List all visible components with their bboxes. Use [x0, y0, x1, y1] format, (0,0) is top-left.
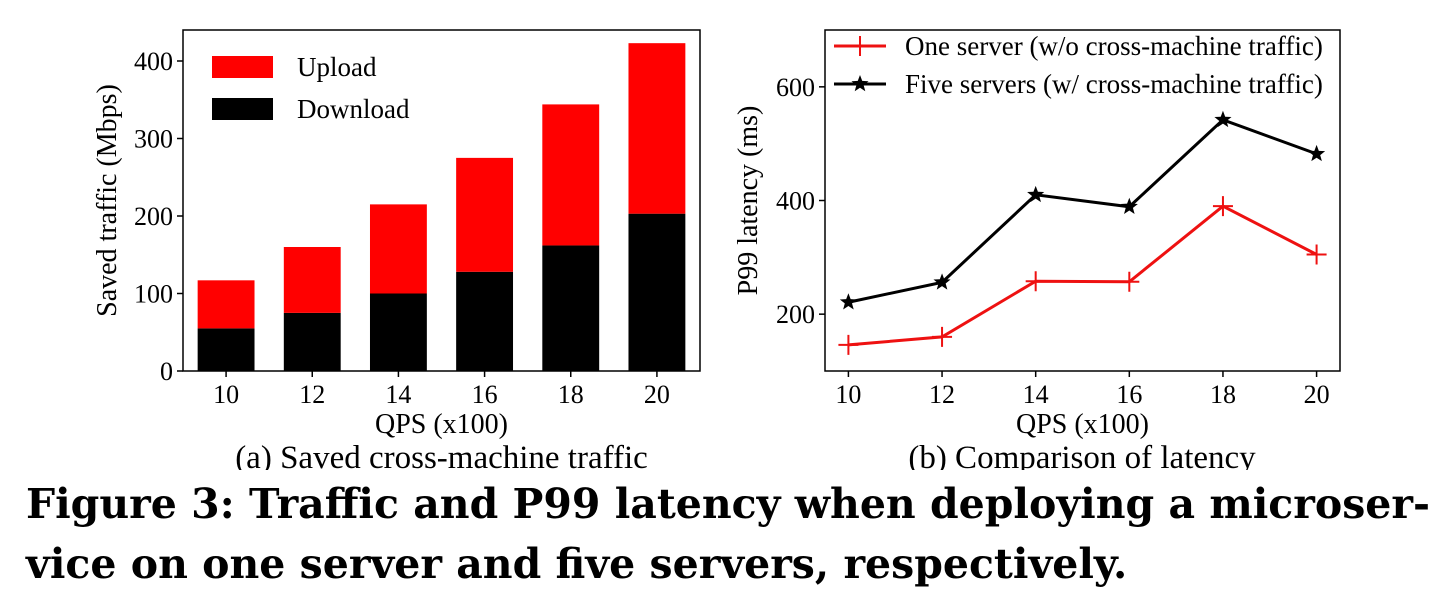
y-tick-label: 200	[776, 300, 815, 329]
legend-label-0: One server (w/o cross-machine traffic)	[905, 31, 1323, 61]
x-tick-label: 12	[929, 380, 955, 409]
point-marker-one-server	[932, 326, 953, 347]
x-tick-label: 10	[213, 380, 239, 409]
legend-swatch-upload	[212, 56, 273, 78]
x-tick-label: 20	[644, 380, 670, 409]
bar-upload-10	[197, 280, 255, 329]
subcaption-a: (a) Saved cross-machine traffic	[235, 440, 648, 470]
legend-label-download: Download	[297, 94, 410, 124]
series-line-1	[848, 118, 1318, 304]
chart-p99-latency: 10 12 14 16 18 20 200 400 600 QPS (x100) P99 laten…	[733, 29, 1341, 470]
point-marker-one-server	[1025, 271, 1046, 292]
point-marker-five-servers	[1308, 144, 1326, 162]
point-marker-one-server	[1212, 196, 1233, 217]
x-tick-label: 10	[835, 380, 861, 409]
bar-upload-20	[628, 43, 686, 214]
legend-marker-star	[851, 75, 869, 92]
caption-line-2: vice on one server and five servers, res…	[26, 540, 1128, 588]
bar-download-16	[456, 271, 514, 371]
x-tick-label: 18	[1210, 380, 1236, 409]
legend-label-1: Five servers (w/ cross-machine traffic)	[905, 69, 1323, 99]
series-line-0	[848, 204, 1318, 347]
plot-frame	[182, 29, 701, 372]
caption-line-1: Figure 3: Traffic and P99 latency when d…	[26, 480, 1430, 528]
y-tick-label: 200	[134, 202, 173, 231]
y-axis-label: P99 latency (ms)	[733, 106, 764, 296]
point-marker-five-servers	[839, 293, 857, 310]
bar-upload-18	[542, 104, 600, 246]
legend-label-upload: Upload	[297, 52, 377, 82]
legend-swatch-download	[212, 98, 273, 120]
x-tick-label: 20	[1304, 380, 1330, 409]
x-tick-label: 16	[1116, 380, 1142, 409]
point-marker-five-servers	[1027, 185, 1045, 203]
x-tick-label: 12	[299, 380, 325, 409]
bar-upload-14	[369, 204, 427, 294]
legend-marker-plus	[850, 36, 870, 56]
bar-upload-16	[456, 157, 514, 272]
bar-download-10	[197, 328, 255, 371]
bar-download-18	[542, 245, 600, 371]
x-axis-label: QPS (x100)	[375, 409, 508, 440]
figure-caption: Figure 3: Traffic and P99 latency when d…	[26, 474, 1430, 594]
point-marker-five-servers	[1214, 110, 1232, 128]
y-tick-label: 0	[160, 357, 173, 386]
x-tick-label: 16	[472, 380, 498, 409]
y-tick-label: 400	[776, 187, 815, 216]
point-marker-one-server	[1119, 271, 1140, 292]
y-tick-label: 600	[776, 73, 815, 102]
x-axis-label: QPS (x100)	[1016, 409, 1149, 440]
y-tick-label: 100	[134, 280, 173, 309]
y-tick-label: 400	[134, 47, 173, 76]
x-tick-label: 18	[558, 380, 584, 409]
bar-download-12	[283, 312, 341, 371]
y-axis-label: Saved traffic (Mbps)	[92, 84, 123, 317]
bar-upload-12	[283, 247, 341, 313]
bar-download-14	[369, 293, 427, 371]
point-marker-five-servers	[1120, 197, 1138, 215]
bar-download-20	[628, 213, 686, 371]
point-marker-one-server	[1306, 244, 1327, 265]
point-marker-one-server	[838, 334, 859, 355]
x-tick-label: 14	[1023, 380, 1049, 409]
point-marker-five-servers	[933, 273, 951, 290]
y-tick-label: 300	[134, 125, 173, 154]
x-tick-label: 14	[385, 380, 411, 409]
subcaption-b: (b) Comparison of latency	[908, 440, 1256, 470]
